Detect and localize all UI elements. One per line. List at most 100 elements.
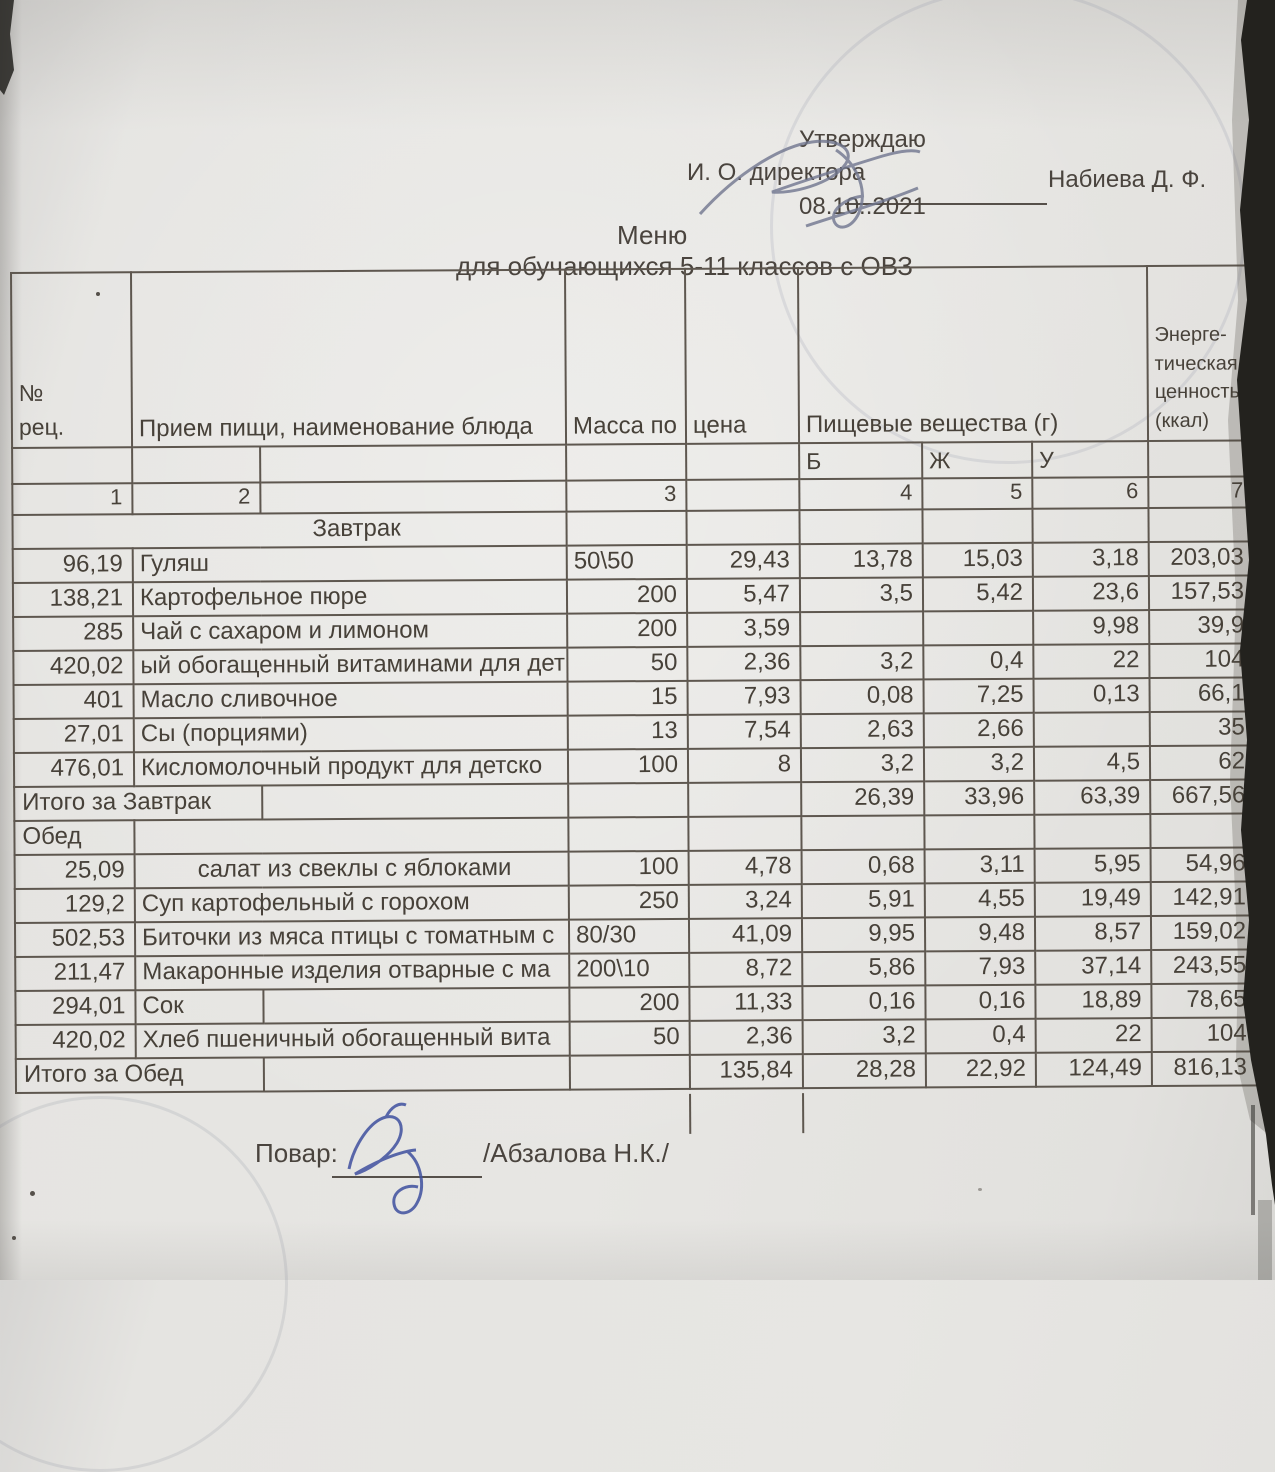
cell-price: 11,33 <box>689 986 803 1021</box>
cell <box>566 443 687 481</box>
cell-fat: 22,92 <box>925 1052 1036 1088</box>
cell-mass: 200 <box>569 986 690 1022</box>
cell-kcal: 816,13 <box>1151 1051 1269 1087</box>
cell-fat: 2,66 <box>923 712 1034 748</box>
cell-fat <box>923 610 1034 646</box>
cell-dish-name: Чай с сахаром и лимоном <box>133 613 568 651</box>
cell-fat: 15,03 <box>922 542 1033 578</box>
cell-kcal: 54,96 <box>1150 847 1267 883</box>
cell-recipe-no: 294,01 <box>15 990 136 1025</box>
cell <box>801 815 925 851</box>
cell-price: 41,09 <box>688 918 803 953</box>
cell-mass: 15 <box>567 680 688 716</box>
cell <box>1034 814 1151 849</box>
cell-recipe-no: 401 <box>13 684 134 719</box>
cell-dish-name: Картофельное пюре <box>132 579 568 617</box>
cell-price: 7,54 <box>687 714 801 749</box>
cell-carbs: 37,14 <box>1035 950 1152 985</box>
cell <box>1148 440 1265 478</box>
cell-mass: 100 <box>567 748 689 784</box>
paper-shade-bottom <box>0 1220 1275 1280</box>
cell-recipe-no: 129,2 <box>14 888 135 923</box>
cell-dish-name: Сок <box>135 989 264 1025</box>
cell-recipe-no: 211,47 <box>15 956 136 991</box>
cell <box>686 510 800 545</box>
table-edge-line <box>802 1093 805 1134</box>
col-number: 3 <box>566 479 687 512</box>
cell-protein: 3,2 <box>800 747 925 783</box>
cell-recipe-no: 96,19 <box>12 548 133 583</box>
table-header-row: № рец. Прием пищи, наименование блюда Ма… <box>11 265 1265 448</box>
cell-fat: 0,16 <box>925 984 1036 1020</box>
cell-dish-name: Масло сливочное <box>133 681 568 719</box>
cell-carbs: 0,13 <box>1033 678 1150 713</box>
cook-name: /Абзалова Н.К./ <box>483 1138 669 1168</box>
cell-recipe-no: 27,01 <box>13 718 134 753</box>
cell <box>1150 813 1267 849</box>
cook-signature <box>347 1102 424 1215</box>
header-fat: Ж <box>922 441 1033 479</box>
cell-protein: 9,95 <box>801 917 926 953</box>
paper-shade-top <box>0 0 1275 130</box>
header-mass: Масса по <box>564 268 687 445</box>
scan-speck <box>30 1191 35 1196</box>
cell-protein: 26,39 <box>801 781 925 817</box>
director-signature-line <box>845 203 1047 205</box>
cell-price: 7,93 <box>687 680 801 715</box>
col-number: 6 <box>1032 477 1149 509</box>
menu-table: № рец. Прием пищи, наименование блюда Ма… <box>10 264 1269 1094</box>
approval-date: 08.10..2021 <box>799 193 926 220</box>
table-edge-line <box>689 1093 692 1134</box>
cell-kcal: 104 <box>1151 1017 1268 1053</box>
cell-carbs: 19,49 <box>1034 882 1151 917</box>
header-meal: Прием пищи, наименование блюда <box>131 269 567 448</box>
cell-price: 2,36 <box>687 646 801 681</box>
cell-protein <box>800 611 924 647</box>
cell-dish-name: Биточки из мяса птицы с томатным с <box>134 919 570 957</box>
cell-carbs: 5,95 <box>1034 848 1151 883</box>
col-number: 7 <box>1148 476 1265 509</box>
col-number <box>260 480 567 514</box>
cell <box>12 447 133 484</box>
cell <box>922 508 1033 544</box>
cell-recipe-no: 138,21 <box>12 582 134 617</box>
col-number: 2 <box>132 482 261 515</box>
cell-mass: 50 <box>567 646 688 682</box>
header-nutrients: Пищевые вещества (г) <box>797 266 1149 444</box>
cell-price: 4,78 <box>688 850 802 885</box>
cell-mass: 200 <box>566 578 688 614</box>
header-price: цена <box>684 268 800 444</box>
document-title: Меню <box>617 220 688 250</box>
col-number: 1 <box>12 483 133 515</box>
cell-recipe-no: 285 <box>13 616 134 651</box>
cell-recipe-no: 25,09 <box>14 854 135 889</box>
cell-dish-name: Сы (порциями) <box>133 715 568 753</box>
cell-price: 5,47 <box>686 578 801 613</box>
scan-speck <box>978 1188 982 1191</box>
cell-fat: 7,93 <box>925 950 1036 986</box>
cook-signature-line <box>332 1176 482 1178</box>
cell-kcal: 243,55 <box>1151 949 1268 985</box>
cell-fat: 33,96 <box>924 780 1035 816</box>
cell-carbs: 3,18 <box>1032 542 1149 577</box>
cell-kcal: 66,1 <box>1149 677 1266 713</box>
cell-price: 135,84 <box>689 1054 804 1089</box>
cell-price <box>688 782 802 817</box>
cell-kcal: 62 <box>1149 745 1267 781</box>
cell-kcal: 142,91 <box>1150 881 1267 917</box>
cell-mass: 50\50 <box>566 544 687 580</box>
director-name: Набиева Д. Ф. <box>1048 166 1207 193</box>
cell <box>1032 508 1149 543</box>
cell-price: 3,24 <box>688 884 802 919</box>
col-number: 5 <box>922 477 1033 510</box>
cell-kcal: 157,53 <box>1148 575 1266 611</box>
cell-price: 8,72 <box>689 952 803 987</box>
cook-label: Повар: <box>255 1138 338 1168</box>
cell-fat: 4,55 <box>924 882 1035 918</box>
cell-fat: 3,11 <box>924 848 1035 884</box>
cell-kcal: 203,03 <box>1148 541 1265 577</box>
cell-fat: 0,4 <box>925 1018 1036 1054</box>
cell-protein: 0,16 <box>802 985 926 1021</box>
cell-carbs <box>1033 712 1150 747</box>
cell-mass: 80/30 <box>568 918 690 954</box>
